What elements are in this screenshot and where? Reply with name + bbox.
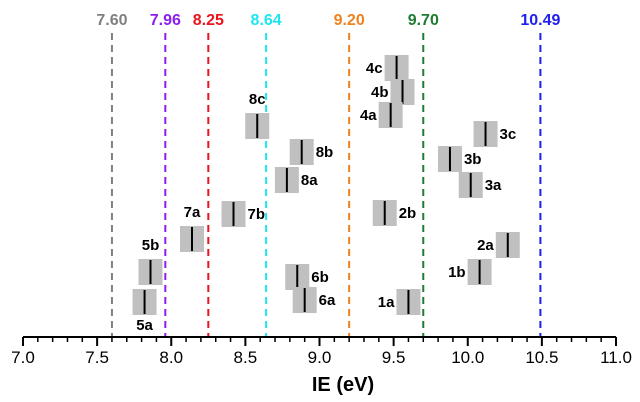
point-label-4a: 4a xyxy=(360,107,377,124)
point-4b: 4b xyxy=(371,79,415,105)
x-tick-label-0: 7.0 xyxy=(11,348,35,367)
x-axis: 7.0 7.5 8.0 8.5 9.0 9.5 10.0 10.5 11.0 xyxy=(11,336,632,367)
x-tick-label-4: 9.0 xyxy=(308,348,332,367)
x-tick-label-1: 7.5 xyxy=(85,348,109,367)
point-6b: 6b xyxy=(285,264,329,290)
point-7b: 7b xyxy=(221,201,266,227)
point-label-8a: 8a xyxy=(301,172,318,189)
point-label-4b: 4b xyxy=(371,84,389,101)
point-label-7b: 7b xyxy=(248,206,266,223)
x-tick-label-7: 10.5 xyxy=(525,348,558,367)
point-7a: 7a xyxy=(180,204,205,252)
point-label-8b: 8b xyxy=(316,144,334,161)
point-label-3b: 3b xyxy=(464,151,482,168)
point-1a: 1a xyxy=(378,289,421,315)
point-label-1b: 1b xyxy=(448,264,466,281)
point-3c: 3c xyxy=(473,121,517,147)
point-8a: 8a xyxy=(274,167,318,193)
point-label-6b: 6b xyxy=(311,269,329,286)
x-tick-label-2: 8.0 xyxy=(159,348,183,367)
point-5a: 5a xyxy=(132,289,157,334)
point-label-8c: 8c xyxy=(249,91,266,108)
reference-label-4: 9.20 xyxy=(334,12,365,29)
point-8c: 8c xyxy=(245,91,270,139)
point-label-4c: 4c xyxy=(366,60,383,77)
x-tick-label-8: 11.0 xyxy=(600,348,632,367)
point-1b: 1b xyxy=(448,259,492,285)
reference-label-0: 7.60 xyxy=(96,12,127,29)
reference-label-3: 8.64 xyxy=(251,12,282,29)
point-2a: 2a xyxy=(477,232,520,258)
point-label-7a: 7a xyxy=(184,204,201,221)
reference-label-2: 8.25 xyxy=(193,12,224,29)
reference-label-1: 7.96 xyxy=(150,12,181,29)
point-label-5a: 5a xyxy=(136,317,153,334)
point-label-6a: 6a xyxy=(319,292,336,309)
point-4a: 4a xyxy=(360,102,403,128)
reference-label-5: 9.70 xyxy=(408,12,439,29)
point-3b: 3b xyxy=(437,146,482,172)
point-4c: 4c xyxy=(366,55,409,81)
x-tick-label-3: 8.5 xyxy=(234,348,258,367)
reference-lines: 7.60 7.96 8.25 8.64 9.20 9.70 10.49 xyxy=(96,12,561,337)
point-6a: 6a xyxy=(292,287,336,313)
reference-label-6: 10.49 xyxy=(520,12,560,29)
point-label-3a: 3a xyxy=(485,177,502,194)
point-label-2b: 2b xyxy=(399,205,417,222)
point-5b: 5b xyxy=(138,237,163,285)
point-8b: 8b xyxy=(289,139,334,165)
x-axis-title: IE (eV) xyxy=(312,374,374,396)
point-label-2a: 2a xyxy=(477,237,494,254)
x-tick-label-6: 10.0 xyxy=(451,348,484,367)
x-tick-label-5: 9.5 xyxy=(382,348,406,367)
point-3a: 3a xyxy=(458,172,502,198)
point-2b: 2b xyxy=(372,200,417,226)
point-label-1a: 1a xyxy=(378,294,395,311)
point-label-3c: 3c xyxy=(500,126,517,143)
point-label-5b: 5b xyxy=(142,237,160,254)
